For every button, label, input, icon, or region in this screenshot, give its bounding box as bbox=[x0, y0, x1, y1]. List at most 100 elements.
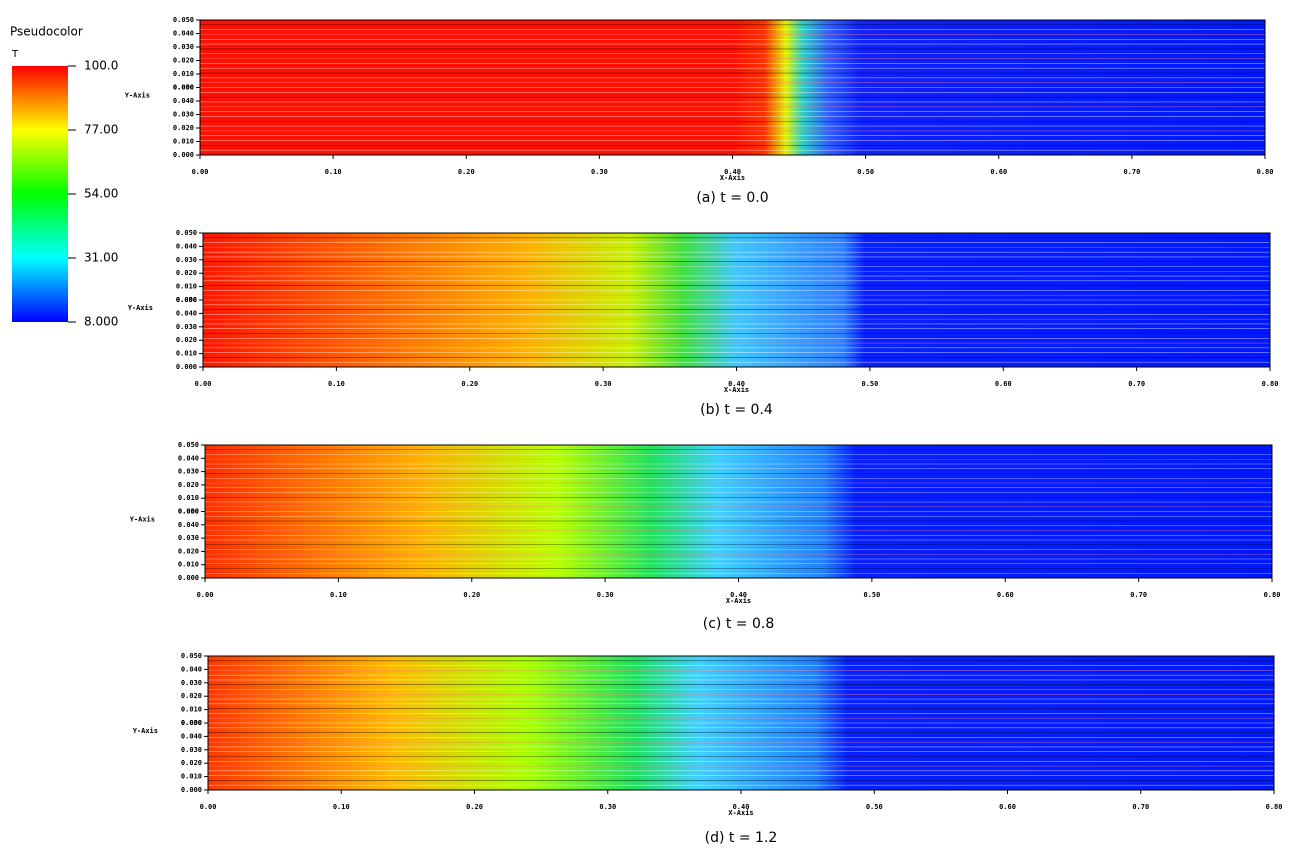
y-tick-label: 0.040 bbox=[178, 521, 199, 529]
x-tick-label: 0.60 bbox=[995, 380, 1012, 388]
y-tick-label: 0.030 bbox=[181, 679, 202, 687]
x-tick-label: 0.30 bbox=[597, 591, 614, 599]
x-tick-label: 0.80 bbox=[1257, 168, 1274, 176]
colorbar bbox=[12, 66, 68, 322]
x-tick-label: 0.40 bbox=[733, 803, 750, 811]
x-tick-label: 0.00 bbox=[195, 380, 212, 388]
y-tick-label: 0.000 bbox=[173, 84, 194, 92]
x-tick-label: 0.40 bbox=[728, 380, 745, 388]
x-tick-label: 0.00 bbox=[197, 591, 214, 599]
x-tick-label: 0.70 bbox=[1132, 803, 1149, 811]
x-axis-label: X-Axis bbox=[728, 809, 753, 817]
y-tick-label: 0.020 bbox=[176, 269, 197, 277]
y-tick-label: 0.050 bbox=[178, 508, 199, 516]
caption: (c) t = 0.8 bbox=[703, 616, 774, 632]
y-tick-label: 0.000 bbox=[181, 786, 202, 794]
y-tick-label: 0.010 bbox=[181, 773, 202, 781]
y-tick-label: 0.010 bbox=[173, 138, 194, 146]
y-tick-label: 0.000 bbox=[176, 296, 197, 304]
caption: (a) t = 0.0 bbox=[696, 190, 768, 206]
x-tick-label: 0.80 bbox=[1262, 380, 1279, 388]
x-tick-label: 0.50 bbox=[857, 168, 874, 176]
y-tick-label: 0.040 bbox=[176, 309, 197, 317]
x-tick-label: 0.50 bbox=[861, 380, 878, 388]
y-tick-label: 0.000 bbox=[181, 719, 202, 727]
y-tick-label: 0.020 bbox=[173, 124, 194, 132]
y-tick-label: 0.010 bbox=[178, 561, 199, 569]
x-tick-label: 0.60 bbox=[997, 591, 1014, 599]
y-tick-label: 0.020 bbox=[181, 692, 202, 700]
y-tick-label: 0.000 bbox=[178, 508, 199, 516]
x-tick-label: 0.00 bbox=[200, 803, 217, 811]
x-tick-label: 0.40 bbox=[724, 168, 741, 176]
caption: (d) t = 1.2 bbox=[705, 830, 778, 846]
x-tick-label: 0.60 bbox=[990, 168, 1007, 176]
colorbar-tick-label: 31.00 bbox=[84, 251, 118, 265]
y-tick-label: 0.050 bbox=[176, 296, 197, 304]
x-tick-label: 0.40 bbox=[730, 591, 747, 599]
y-tick-label: 0.040 bbox=[173, 30, 194, 38]
colorbar-tick-label: 8.000 bbox=[84, 315, 118, 329]
x-axis-label: X-Axis bbox=[724, 386, 749, 394]
x-tick-label: 0.10 bbox=[328, 380, 345, 388]
colorbar-title: Pseudocolor bbox=[10, 25, 83, 39]
y-tick-label: 0.020 bbox=[176, 336, 197, 344]
y-axis-label: Y-Axis bbox=[130, 516, 155, 524]
y-tick-label: 0.050 bbox=[173, 84, 194, 92]
x-tick-label: 0.50 bbox=[863, 591, 880, 599]
y-tick-label: 0.020 bbox=[173, 57, 194, 65]
y-tick-label: 0.050 bbox=[181, 652, 202, 660]
y-tick-label: 0.010 bbox=[173, 70, 194, 78]
y-tick-label: 0.000 bbox=[176, 363, 197, 371]
x-tick-label: 0.50 bbox=[866, 803, 883, 811]
y-axis-label: Y-Axis bbox=[133, 727, 158, 735]
y-tick-label: 0.020 bbox=[178, 547, 199, 555]
x-tick-label: 0.10 bbox=[330, 591, 347, 599]
x-tick-label: 0.80 bbox=[1264, 591, 1281, 599]
y-tick-label: 0.030 bbox=[178, 468, 199, 476]
y-tick-label: 0.010 bbox=[176, 283, 197, 291]
colorbar-tick-label: 54.00 bbox=[84, 187, 118, 201]
x-tick-label: 0.30 bbox=[599, 803, 616, 811]
x-tick-label: 0.20 bbox=[461, 380, 478, 388]
y-tick-label: 0.030 bbox=[176, 323, 197, 331]
y-tick-label: 0.010 bbox=[176, 350, 197, 358]
y-tick-label: 0.030 bbox=[176, 256, 197, 264]
y-tick-label: 0.050 bbox=[181, 719, 202, 727]
x-tick-label: 0.70 bbox=[1130, 591, 1147, 599]
colorbar-tick-label: 77.00 bbox=[84, 123, 118, 137]
y-tick-label: 0.040 bbox=[176, 242, 197, 250]
caption: (b) t = 0.4 bbox=[700, 402, 773, 418]
y-tick-label: 0.030 bbox=[173, 43, 194, 51]
x-tick-label: 0.00 bbox=[192, 168, 209, 176]
y-tick-label: 0.040 bbox=[181, 732, 202, 740]
y-tick-label: 0.050 bbox=[178, 441, 199, 449]
y-tick-label: 0.000 bbox=[173, 151, 194, 159]
y-tick-label: 0.020 bbox=[178, 481, 199, 489]
x-tick-label: 0.80 bbox=[1266, 803, 1283, 811]
x-tick-label: 0.60 bbox=[999, 803, 1016, 811]
y-tick-label: 0.020 bbox=[181, 759, 202, 767]
y-tick-label: 0.030 bbox=[181, 746, 202, 754]
y-tick-label: 0.000 bbox=[178, 574, 199, 582]
y-tick-label: 0.010 bbox=[181, 706, 202, 714]
y-tick-label: 0.040 bbox=[181, 665, 202, 673]
x-axis-label: X-Axis bbox=[726, 597, 751, 605]
x-tick-label: 0.30 bbox=[591, 168, 608, 176]
y-axis-label: Y-Axis bbox=[128, 304, 153, 312]
y-axis-label: Y-Axis bbox=[125, 92, 150, 100]
x-axis-label: X-Axis bbox=[720, 174, 745, 182]
y-tick-label: 0.030 bbox=[178, 534, 199, 542]
x-tick-label: 0.20 bbox=[466, 803, 483, 811]
x-tick-label: 0.20 bbox=[458, 168, 475, 176]
colorbar-tick-label: 100.0 bbox=[84, 59, 118, 73]
y-tick-label: 0.010 bbox=[178, 494, 199, 502]
x-tick-label: 0.30 bbox=[595, 380, 612, 388]
y-tick-label: 0.030 bbox=[173, 111, 194, 119]
y-tick-label: 0.040 bbox=[173, 97, 194, 105]
x-tick-label: 0.70 bbox=[1123, 168, 1140, 176]
x-tick-label: 0.20 bbox=[463, 591, 480, 599]
colorbar-variable: T bbox=[11, 49, 19, 60]
x-tick-label: 0.10 bbox=[333, 803, 350, 811]
